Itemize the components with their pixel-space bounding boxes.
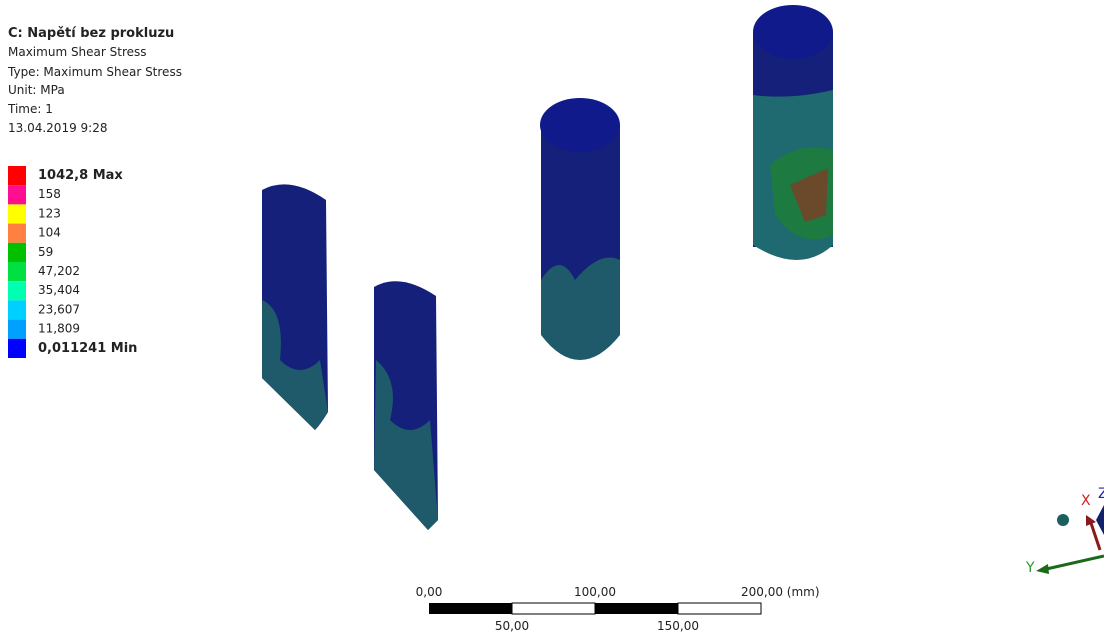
model (262, 5, 833, 530)
triad-label: Z (1098, 486, 1104, 502)
triad-label: X (1081, 493, 1091, 509)
axis-z (1096, 505, 1104, 535)
legend-swatch (8, 243, 26, 262)
legend-label: 11,809 (38, 322, 80, 336)
legend-swatch (8, 224, 26, 243)
scale-segment (429, 603, 512, 614)
result-title: C: Napětí bez prokluzu (8, 26, 174, 41)
legend-label: 104 (38, 226, 61, 240)
legend-label: 123 (38, 206, 61, 220)
legend-label: 158 (38, 187, 61, 201)
scale-segment (595, 603, 678, 614)
legend-swatch (8, 300, 26, 319)
viewport: C: Napětí bez prokluzu Maximum Shear Str… (0, 0, 1104, 633)
scale-label: 0,00 (416, 585, 443, 599)
info-line: Unit: MPa (8, 83, 65, 97)
arrow (1036, 564, 1049, 574)
cylinder-top (753, 5, 833, 59)
scale-label: 100,00 (574, 585, 616, 599)
legend-label: 35,404 (38, 283, 80, 297)
legend: 1042,8 Max 158 123 104 59 47,202 35,404 23,607 1… (8, 166, 137, 358)
cylinder-top (540, 98, 620, 152)
page: C: Napětí bez prokluzu Maximum Shear Str… (0, 0, 1104, 633)
scale-label: 50,00 (495, 619, 529, 633)
axis-y (1042, 556, 1104, 570)
legend-label: 59 (38, 245, 53, 259)
scale-bar: 0,00 100,00 200,00 (mm) 50,00 150,00 (416, 585, 820, 633)
legend-label: 1042,8 Max (38, 168, 123, 183)
scale-label: 200,00 (mm) (741, 585, 820, 599)
legend-swatch (8, 166, 26, 185)
legend-swatch (8, 204, 26, 223)
info-line: Maximum Shear Stress (8, 45, 147, 59)
info-line: 13.04.2019 9:28 (8, 121, 107, 135)
legend-label: 47,202 (38, 264, 80, 278)
triad: X Y Z (1025, 486, 1104, 576)
info-line: Type: Maximum Shear Stress (7, 65, 182, 79)
legend-swatch (8, 320, 26, 339)
scale-segment (512, 603, 595, 614)
legend-swatch (8, 262, 26, 281)
scale-segment (678, 603, 761, 614)
legend-swatch (8, 281, 26, 300)
triad-label: Y (1025, 560, 1035, 576)
legend-swatch (8, 339, 26, 358)
info-line: Time: 1 (7, 102, 53, 116)
legend-swatch (8, 185, 26, 204)
legend-label: 0,011241 Min (38, 341, 137, 356)
legend-label: 23,607 (38, 302, 80, 316)
scale-label: 150,00 (657, 619, 699, 633)
triad-dot (1057, 514, 1069, 526)
